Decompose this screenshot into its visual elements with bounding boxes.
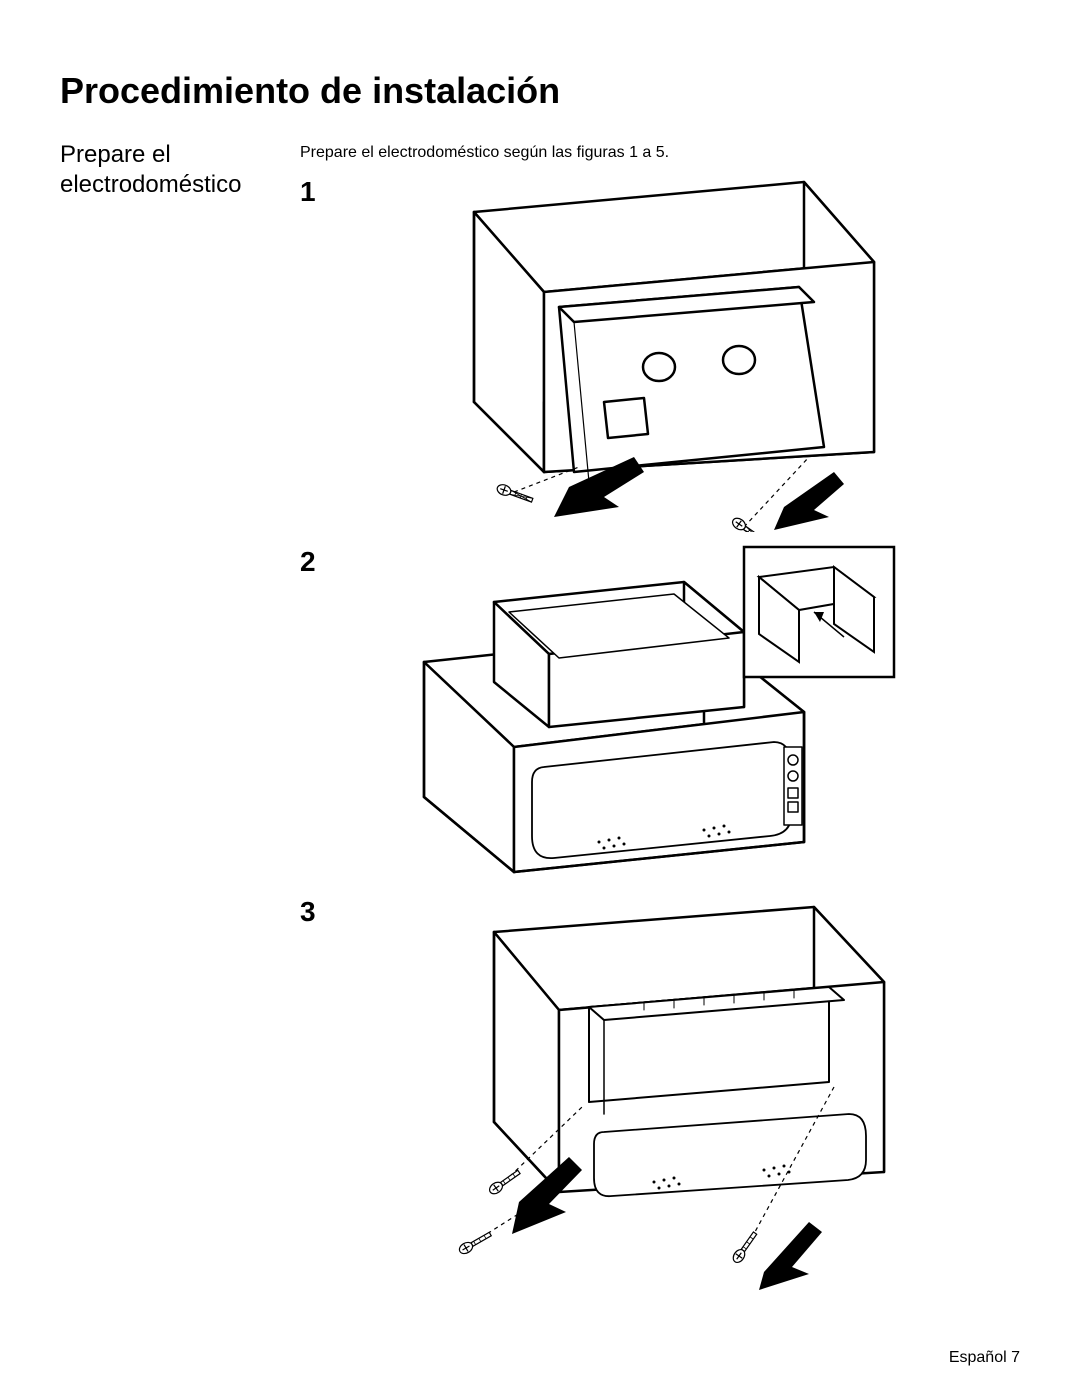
figure-1-row: 1	[300, 172, 1020, 532]
figure-3-number: 3	[300, 892, 344, 928]
figure-1-diagram	[344, 172, 1020, 532]
figure-2-row: 2	[300, 542, 1020, 882]
figure-3-row: 3	[300, 892, 1020, 1292]
content-columns: Prepare el electrodoméstico Prepare el e…	[60, 140, 1020, 1292]
right-column: Prepare el electrodoméstico según las fi…	[300, 140, 1020, 1292]
page-title: Procedimiento de instalación	[60, 70, 1020, 112]
subhead-line-2: electrodoméstico	[60, 171, 241, 198]
section-subheading: Prepare el electrodoméstico	[60, 140, 290, 200]
figure-3-diagram	[344, 892, 1020, 1292]
left-column: Prepare el electrodoméstico	[60, 140, 300, 200]
figures-container: 1	[300, 172, 1020, 1292]
figure-1-number: 1	[300, 172, 344, 208]
page: Procedimiento de instalación Prepare el …	[0, 0, 1080, 1397]
intro-text: Prepare el electrodoméstico según las fi…	[300, 144, 1020, 162]
figure-2-diagram	[344, 542, 1020, 882]
subhead-line-1: Prepare el	[60, 141, 171, 168]
figure-2-number: 2	[300, 542, 344, 578]
page-footer: Español 7	[949, 1349, 1020, 1367]
